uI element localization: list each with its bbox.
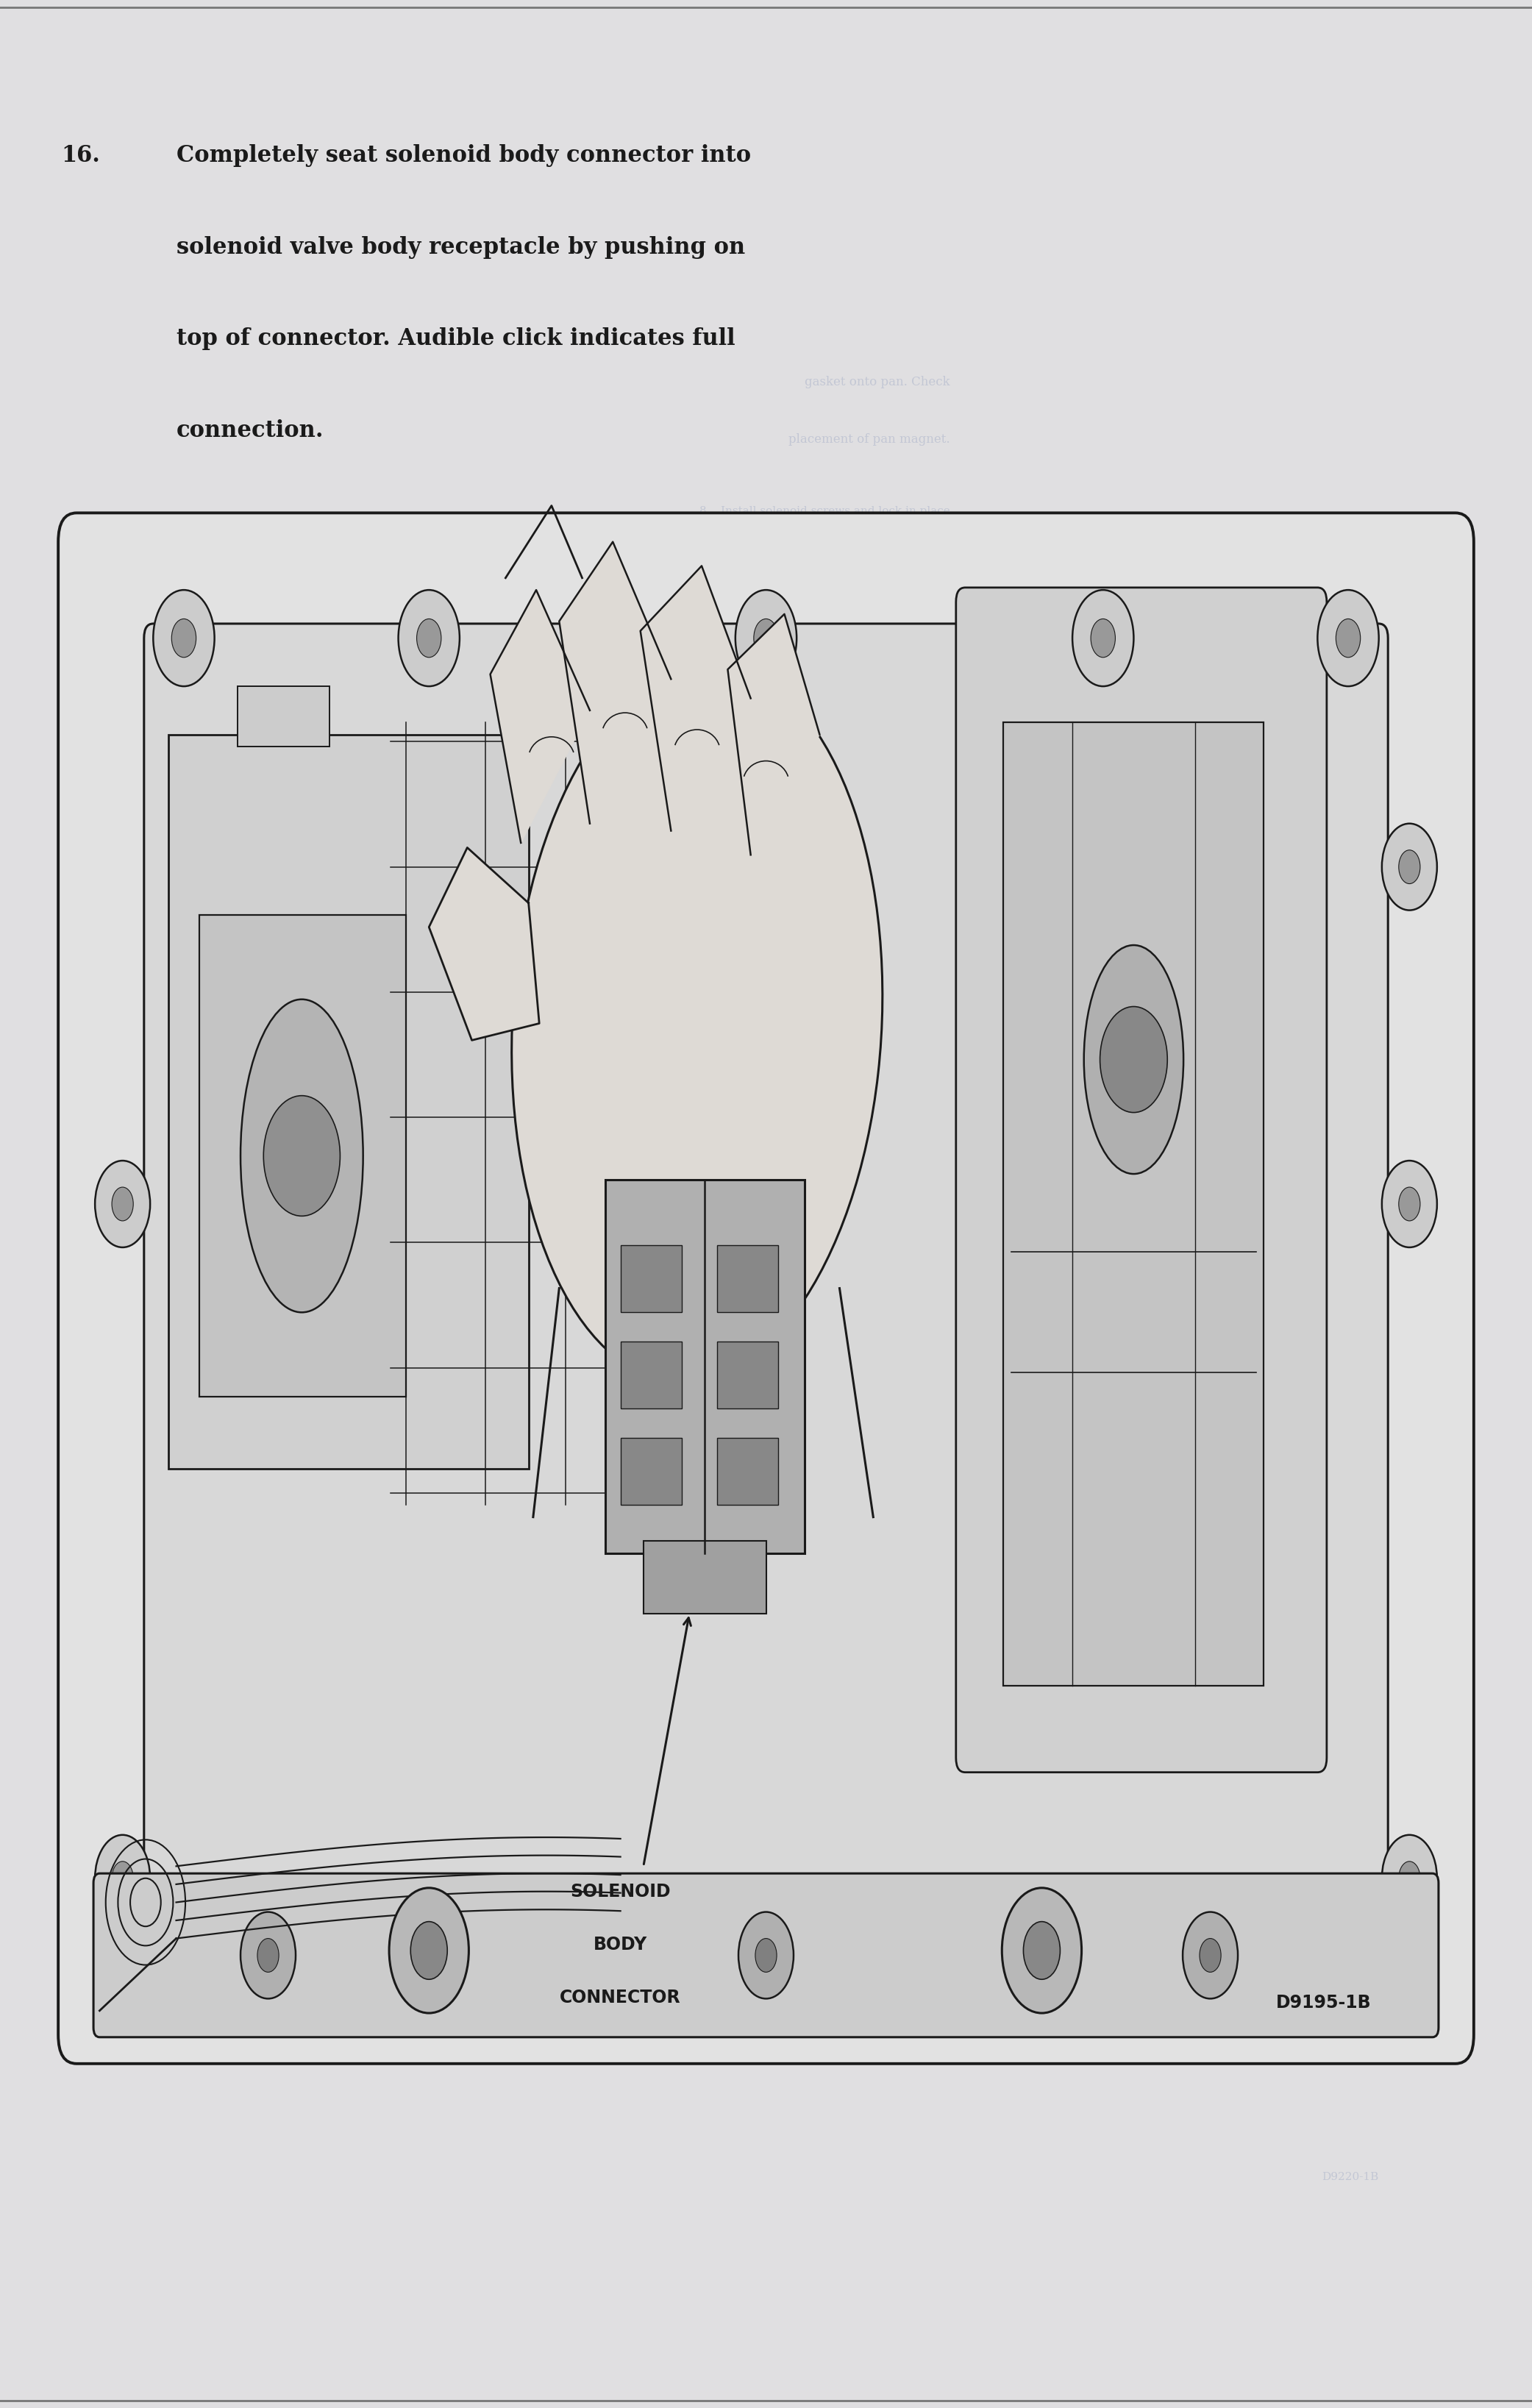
Circle shape xyxy=(1399,850,1420,884)
FancyBboxPatch shape xyxy=(144,624,1388,1953)
FancyBboxPatch shape xyxy=(169,734,529,1469)
FancyBboxPatch shape xyxy=(93,1873,1439,2037)
Text: 16.: 16. xyxy=(61,144,100,166)
Text: connection.: connection. xyxy=(176,419,323,441)
Circle shape xyxy=(1072,590,1134,686)
Text: D9352-1A: D9352-1A xyxy=(123,607,169,616)
Circle shape xyxy=(95,1161,150,1247)
Ellipse shape xyxy=(241,999,363,1312)
Ellipse shape xyxy=(1083,944,1183,1173)
Circle shape xyxy=(112,1861,133,1895)
Circle shape xyxy=(1200,1938,1221,1972)
Polygon shape xyxy=(728,614,820,855)
Circle shape xyxy=(1100,1007,1167,1112)
Text: PAVED: PAVED xyxy=(107,1529,136,1536)
Circle shape xyxy=(257,1938,279,1972)
Ellipse shape xyxy=(512,665,882,1382)
Polygon shape xyxy=(640,566,751,831)
FancyBboxPatch shape xyxy=(717,1341,778,1409)
FancyBboxPatch shape xyxy=(717,1245,778,1312)
Circle shape xyxy=(1382,1161,1437,1247)
Circle shape xyxy=(172,619,196,657)
Polygon shape xyxy=(559,542,671,824)
Circle shape xyxy=(1318,590,1379,686)
Text: SOLENOID: SOLENOID xyxy=(570,1883,671,1900)
Circle shape xyxy=(1399,1861,1420,1895)
Text: Completely seat solenoid body connector into: Completely seat solenoid body connector … xyxy=(176,144,751,166)
FancyBboxPatch shape xyxy=(717,1438,778,1505)
Circle shape xyxy=(738,1912,794,1999)
Circle shape xyxy=(95,1835,150,1922)
Circle shape xyxy=(1382,824,1437,910)
Text: D9220-1B: D9220-1B xyxy=(1322,2172,1379,2182)
FancyBboxPatch shape xyxy=(643,1541,766,1613)
Text: 8.   Install solenoid screws and lock in place: 8. Install solenoid screws and lock in p… xyxy=(699,506,950,515)
Circle shape xyxy=(755,1938,777,1972)
Text: solenoid valve body receptacle by pushing on: solenoid valve body receptacle by pushin… xyxy=(176,236,745,258)
Circle shape xyxy=(1382,1835,1437,1922)
Circle shape xyxy=(1399,1187,1420,1221)
FancyBboxPatch shape xyxy=(199,915,406,1397)
Text: top of connector. Audible click indicates full: top of connector. Audible click indicate… xyxy=(176,327,735,349)
Circle shape xyxy=(754,619,778,657)
Text: D9195-1B: D9195-1B xyxy=(1276,1994,1371,2011)
FancyBboxPatch shape xyxy=(620,1245,682,1312)
Circle shape xyxy=(389,1888,469,2013)
Text: CONNECTOR: CONNECTOR xyxy=(559,1989,682,2006)
Circle shape xyxy=(112,1187,133,1221)
Circle shape xyxy=(153,590,214,686)
FancyBboxPatch shape xyxy=(58,513,1474,2064)
Circle shape xyxy=(241,1912,296,1999)
FancyBboxPatch shape xyxy=(620,1438,682,1505)
Text: BODY: BODY xyxy=(593,1936,648,1953)
Polygon shape xyxy=(490,590,590,843)
Circle shape xyxy=(1091,619,1115,657)
Polygon shape xyxy=(429,848,539,1040)
Circle shape xyxy=(1336,619,1360,657)
Text: PARKER: PARKER xyxy=(107,1589,142,1597)
Circle shape xyxy=(1183,1912,1238,1999)
FancyBboxPatch shape xyxy=(1003,722,1264,1686)
Circle shape xyxy=(1002,1888,1082,2013)
Text: placement of pan magnet.: placement of pan magnet. xyxy=(789,433,950,445)
FancyBboxPatch shape xyxy=(237,686,329,746)
Text: GREEN: GREEN xyxy=(107,1469,139,1476)
Circle shape xyxy=(398,590,460,686)
FancyBboxPatch shape xyxy=(605,1180,804,1553)
FancyBboxPatch shape xyxy=(620,1341,682,1409)
Circle shape xyxy=(1023,1922,1060,1979)
Circle shape xyxy=(735,590,797,686)
FancyBboxPatch shape xyxy=(956,588,1327,1772)
Circle shape xyxy=(264,1096,340,1216)
Text: gasket onto pan. Check: gasket onto pan. Check xyxy=(804,376,950,388)
Circle shape xyxy=(411,1922,447,1979)
Circle shape xyxy=(417,619,441,657)
Text: by retainer.: by retainer. xyxy=(884,559,950,568)
